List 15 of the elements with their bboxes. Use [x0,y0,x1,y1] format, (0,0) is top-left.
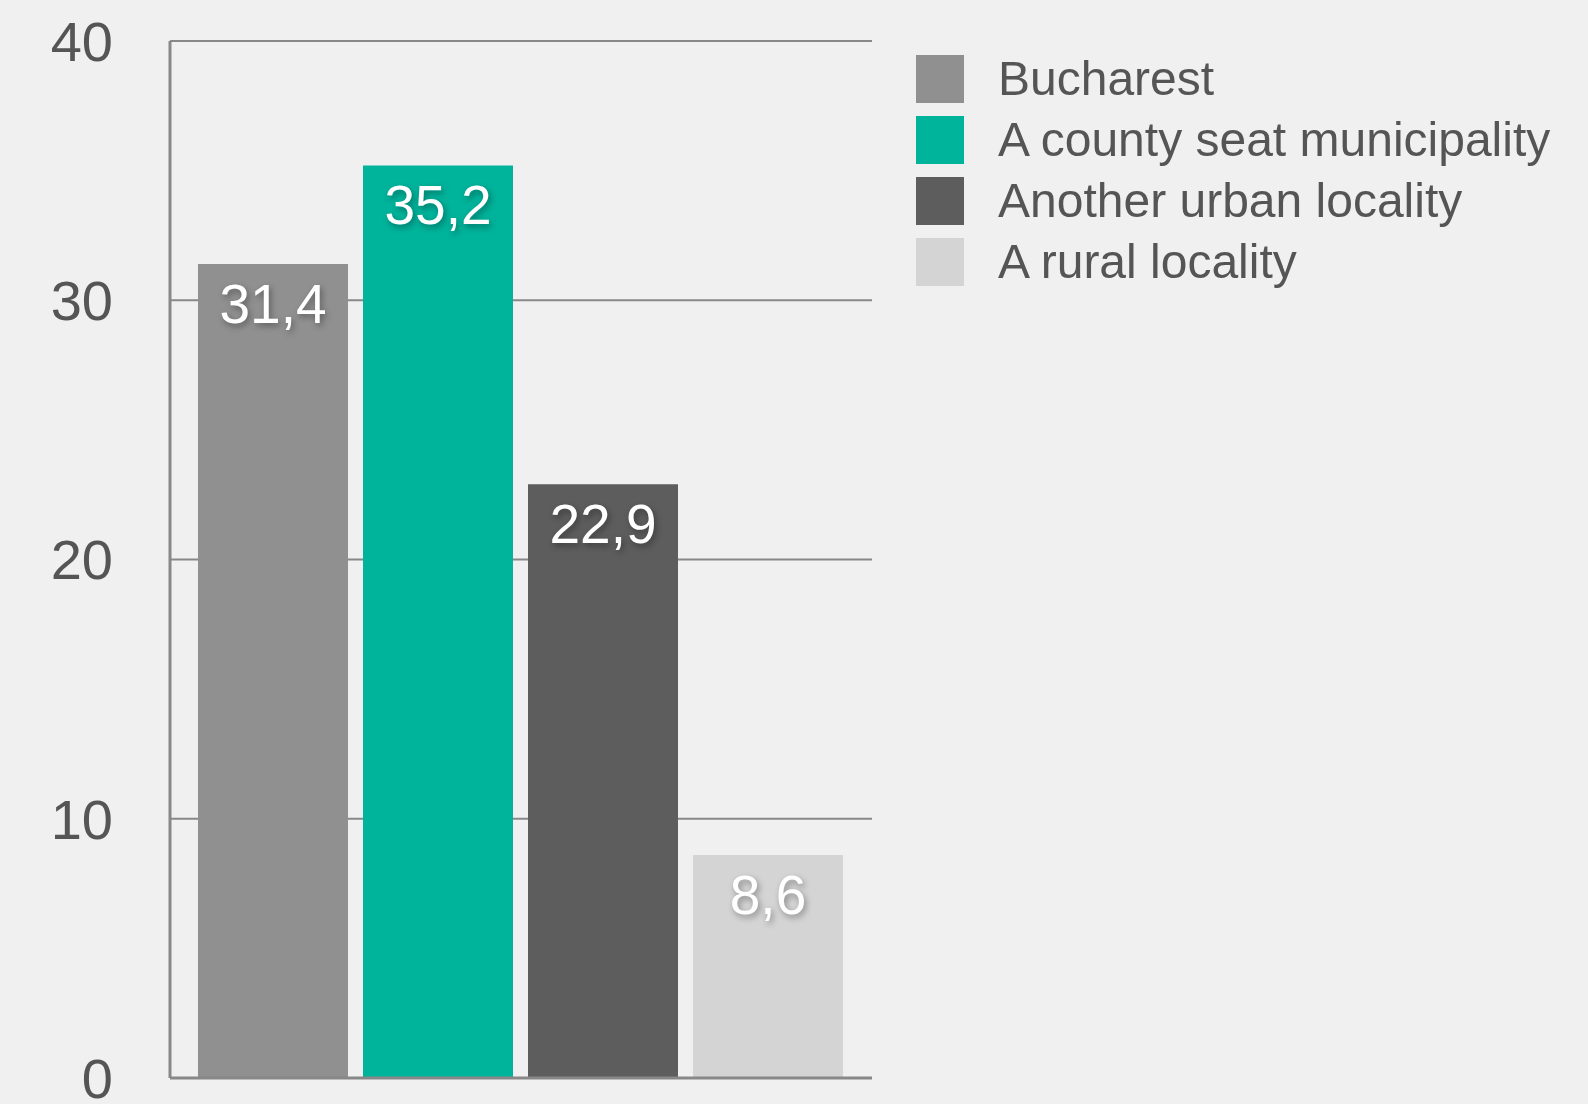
legend-label: Bucharest [998,51,1215,107]
bar [363,165,513,1078]
data-label: 31,4 [219,273,327,335]
data-label: 22,9 [549,493,657,556]
legend-label: Another urban locality [998,173,1463,229]
bar [528,484,678,1078]
y-tick-label: 20 [50,528,113,592]
y-tick-label: 40 [50,9,113,73]
bar [693,855,843,1078]
y-tick-label: 0 [81,1046,113,1104]
data-label: 35,2 [384,174,492,237]
legend-label: A county seat municipality [998,112,1551,168]
y-tick-label: 30 [50,269,113,333]
y-tick-label: 10 [50,787,113,851]
legend-label: A rural locality [998,234,1297,290]
